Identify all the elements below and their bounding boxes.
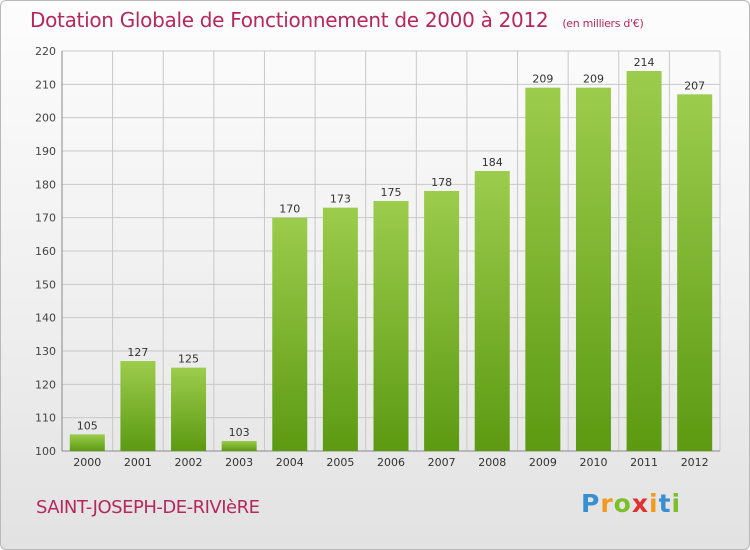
x-tick-label: 2009 (529, 456, 557, 469)
x-tick-label: 2007 (428, 456, 456, 469)
data-label: 170 (279, 203, 300, 216)
data-label: 184 (482, 156, 503, 169)
y-tick-label: 110 (35, 412, 56, 425)
y-tick-label: 220 (35, 45, 56, 58)
x-tick-label: 2000 (73, 456, 101, 469)
bar-2004 (272, 217, 308, 451)
y-tick-label: 170 (35, 212, 56, 225)
bar-2011 (626, 71, 662, 451)
x-tick-label: 2011 (630, 456, 658, 469)
x-tick-label: 2003 (225, 456, 253, 469)
x-tick-label: 2002 (175, 456, 203, 469)
bar-2012 (677, 94, 713, 451)
data-label: 125 (178, 353, 199, 366)
data-label: 175 (381, 186, 402, 199)
y-tick-label: 120 (35, 378, 56, 391)
x-tick-label: 2005 (326, 456, 354, 469)
bar-2009 (525, 87, 561, 452)
bar-2002 (171, 367, 207, 451)
y-tick-label: 150 (35, 278, 56, 291)
data-label: 207 (684, 79, 705, 92)
y-tick-label: 160 (35, 245, 56, 258)
y-tick-label: 140 (35, 312, 56, 325)
commune-name: SAINT-JOSEPH-DE-RIVIèRE (36, 497, 260, 518)
x-tick-label: 2008 (478, 456, 506, 469)
bar-2001 (120, 361, 156, 451)
bar-2005 (322, 207, 358, 451)
bar-layer (69, 71, 713, 452)
data-label: 173 (330, 193, 351, 206)
data-label: 209 (532, 73, 553, 86)
unit-label: (en milliers d'€) (562, 17, 644, 30)
x-tick-label: 2001 (124, 456, 152, 469)
y-tick-label: 210 (35, 78, 56, 91)
x-tick-label: 2012 (681, 456, 709, 469)
data-label: 178 (431, 176, 452, 189)
y-tick-label: 190 (35, 145, 56, 158)
bar-2000 (69, 434, 105, 451)
proxiti-logo: Proxiti (581, 489, 682, 518)
bar-2010 (575, 87, 611, 452)
data-label: 105 (77, 419, 98, 432)
bar-2006 (373, 201, 409, 451)
data-label: 209 (583, 73, 604, 86)
bar-2008 (474, 171, 510, 451)
bar-2007 (424, 191, 460, 451)
y-tick-label: 130 (35, 345, 56, 358)
label-layer: 105 2000 127 2001 125 2002 103 2003 170 2004 173 20… (73, 56, 708, 469)
y-tick-label: 180 (35, 178, 56, 191)
x-tick-label: 2006 (377, 456, 405, 469)
x-tick-label: 2010 (579, 456, 607, 469)
data-label: 103 (229, 426, 250, 439)
data-label: 127 (127, 346, 148, 359)
y-tick-label: 200 (35, 112, 56, 125)
bar-2003 (221, 441, 257, 451)
x-tick-label: 2004 (276, 456, 304, 469)
data-label: 214 (634, 56, 655, 69)
axis-layer: 100 110 120 130 140 150 160 170 180 190 200 210 220 (35, 45, 720, 458)
chart-title: Dotation Globale de Fonctionnement de 20… (30, 8, 644, 32)
y-tick-label: 100 (35, 445, 56, 458)
